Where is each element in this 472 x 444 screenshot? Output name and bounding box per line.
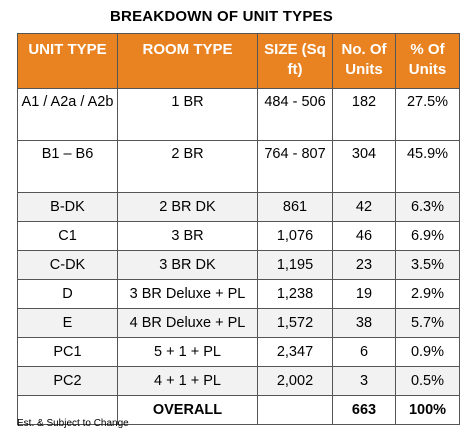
cell-unit-count: 3 [332,366,396,396]
header-unit-count: No. Of Units [332,33,396,89]
cell-size: 2,347 [257,337,333,367]
cell-unit-type: B-DK [17,192,118,222]
cell-room-type: 2 BR DK [117,192,258,222]
cell-unit-type: C1 [17,221,118,251]
cell-unit-count: 23 [332,250,396,280]
cell-room-type: 3 BR [117,221,258,251]
cell-room-type: 3 BR DK [117,250,258,280]
cell-room-type: 4 BR Deluxe + PL [117,308,258,338]
cell-unit-type: C-DK [17,250,118,280]
cell-unit-count: 304 [332,140,396,193]
cell-unit-percent: 45.9% [395,140,460,193]
cell-size: 861 [257,192,333,222]
table-row: PC2 4 + 1 + PL 2,002 3 0.5% [17,366,460,396]
cell-unit-type: D [17,279,118,309]
header-unit-percent: % Of Units [395,33,460,89]
table-row: E 4 BR Deluxe + PL 1,572 38 5.7% [17,308,460,338]
table-row: C1 3 BR 1,076 46 6.9% [17,221,460,251]
cell-unit-count: 19 [332,279,396,309]
cell-unit-type: PC2 [17,366,118,396]
total-row: OVERALL 663 100% [17,395,460,425]
cell-unit-type: A1 / A2a / A2b [17,88,118,141]
cell-unit-count: 6 [332,337,396,367]
cell-total-label: OVERALL [117,395,258,425]
unit-types-table: UNIT TYPE ROOM TYPE SIZE (Sq ft) No. Of … [17,33,460,425]
cell-unit-percent: 3.5% [395,250,460,280]
table-row: C-DK 3 BR DK 1,195 23 3.5% [17,250,460,280]
cell-size: 2,002 [257,366,333,396]
cell-unit-count: 42 [332,192,396,222]
header-unit-type: UNIT TYPE [17,33,118,89]
cell-total-count: 663 [332,395,396,425]
cell-unit-type: E [17,308,118,338]
table-title: BREAKDOWN OF UNIT TYPES [110,8,333,25]
header-room-type: ROOM TYPE [117,33,258,89]
cell-unit-count: 38 [332,308,396,338]
table-row: B1 – B6 2 BR 764 - 807 304 45.9% [17,140,460,193]
cell-size: 1,572 [257,308,333,338]
cell-total-size-empty [257,395,333,425]
cell-unit-percent: 2.9% [395,279,460,309]
cell-size: 1,195 [257,250,333,280]
cell-size: 1,238 [257,279,333,309]
cell-room-type: 3 BR Deluxe + PL [117,279,258,309]
cell-total-percent: 100% [395,395,460,425]
cell-unit-percent: 6.3% [395,192,460,222]
cell-size: 484 - 506 [257,88,333,141]
table-row: B-DK 2 BR DK 861 42 6.3% [17,192,460,222]
cell-unit-count: 46 [332,221,396,251]
cell-size: 764 - 807 [257,140,333,193]
cell-room-type: 1 BR [117,88,258,141]
cell-unit-percent: 5.7% [395,308,460,338]
header-size: SIZE (Sq ft) [257,33,333,89]
footnote: Est. & Subject to Change [17,418,129,429]
cell-unit-percent: 6.9% [395,221,460,251]
table-row: A1 / A2a / A2b 1 BR 484 - 506 182 27.5% [17,88,460,141]
header-row: UNIT TYPE ROOM TYPE SIZE (Sq ft) No. Of … [17,33,460,89]
cell-unit-percent: 27.5% [395,88,460,141]
cell-room-type: 2 BR [117,140,258,193]
cell-room-type: 5 + 1 + PL [117,337,258,367]
cell-total-empty [17,395,118,425]
cell-unit-type: B1 – B6 [17,140,118,193]
cell-unit-count: 182 [332,88,396,141]
table-row: PC1 5 + 1 + PL 2,347 6 0.9% [17,337,460,367]
table-row: D 3 BR Deluxe + PL 1,238 19 2.9% [17,279,460,309]
cell-room-type: 4 + 1 + PL [117,366,258,396]
cell-unit-percent: 0.5% [395,366,460,396]
cell-unit-percent: 0.9% [395,337,460,367]
cell-unit-type: PC1 [17,337,118,367]
cell-size: 1,076 [257,221,333,251]
